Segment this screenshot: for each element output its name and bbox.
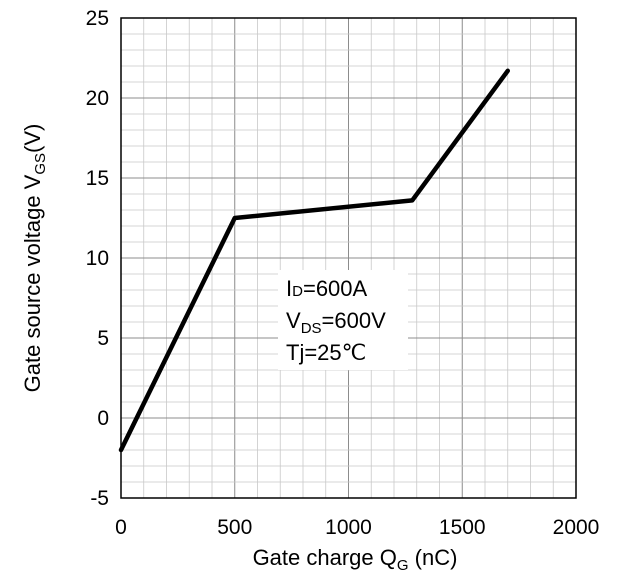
y-axis-title-sub: GS xyxy=(32,153,49,175)
x-axis-title-sub: G xyxy=(397,557,409,574)
grid-lines xyxy=(120,17,577,499)
annotation-id: ID=600A xyxy=(286,276,368,301)
series-line xyxy=(118,68,510,453)
x-tick-label: 1500 xyxy=(439,516,486,539)
x-tick-label: 500 xyxy=(217,516,252,539)
x-axis-title-main: Gate charge Q xyxy=(253,545,397,570)
x-axis-title: Gate charge QG (nC) xyxy=(253,545,458,574)
y-tick-label: 25 xyxy=(86,7,109,30)
annotation-vds: VDS=600V xyxy=(286,308,386,337)
plot-frame xyxy=(120,17,577,499)
x-tick-label: 0 xyxy=(115,516,127,539)
x-axis-title-unit: (nC) xyxy=(409,545,458,570)
axis-tick-labels: 0 500 1000 1500 2000 -5 0 5 10 15 20 25 xyxy=(86,7,600,539)
series-points xyxy=(120,70,508,451)
x-tick-label: 2000 xyxy=(553,516,600,539)
y-tick-label: -5 xyxy=(90,487,109,510)
y-axis-title-main: Gate source voltage V xyxy=(20,174,45,392)
y-axis-title-unit: (V) xyxy=(20,124,45,153)
y-tick-label: 20 xyxy=(86,87,109,110)
y-tick-label: 0 xyxy=(97,407,109,430)
y-tick-label: 10 xyxy=(86,247,109,270)
annotation-tj: Tj=25℃ xyxy=(286,340,366,365)
y-axis-title: Gate source voltage VGS(V) xyxy=(20,124,49,393)
x-tick-label: 1000 xyxy=(325,516,372,539)
y-tick-label: 15 xyxy=(86,167,109,190)
y-tick-label: 5 xyxy=(97,327,109,350)
annotation-box: ID=600A VDS=600V Tj=25℃ xyxy=(278,270,408,370)
